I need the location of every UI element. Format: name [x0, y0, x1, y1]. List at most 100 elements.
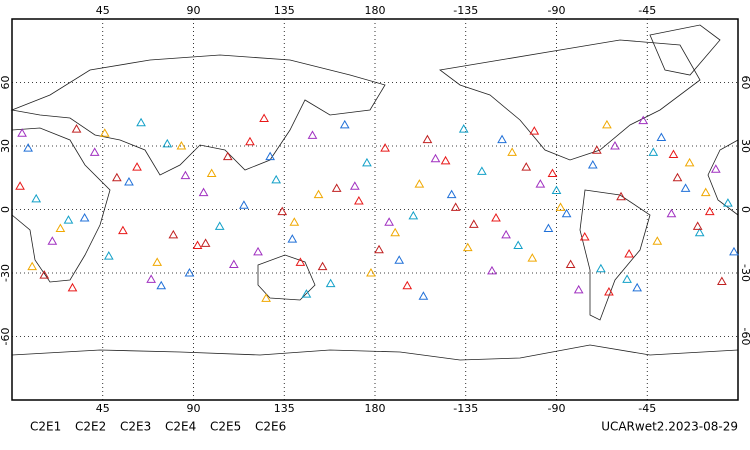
data-point [668, 149, 679, 158]
data-point [362, 157, 372, 167]
data-point [374, 244, 384, 254]
data-point [656, 132, 667, 142]
y-tick-label: 60 [739, 76, 750, 90]
x-tick-label: -45 [638, 4, 656, 17]
data-point [89, 147, 100, 156]
data-point [198, 187, 209, 197]
x-tick-label: 135 [274, 402, 295, 415]
data-point [666, 208, 677, 218]
coastline [11, 127, 111, 283]
x-tick-label: -90 [548, 402, 566, 415]
y-tick-label: -60 [0, 328, 12, 346]
data-point [535, 179, 546, 188]
data-point [573, 284, 584, 294]
data-point [414, 179, 425, 188]
data-point [103, 251, 114, 260]
data-point [55, 223, 66, 233]
y-tick-label: -60 [739, 328, 750, 346]
data-point [259, 113, 269, 122]
data-point [458, 124, 469, 133]
x-tick-label: 45 [96, 4, 110, 17]
data-point [289, 217, 300, 226]
coastline [11, 344, 739, 361]
data-point [192, 240, 203, 249]
data-point [591, 145, 602, 154]
y-tick-label: 0 [739, 206, 750, 213]
data-point [430, 153, 441, 163]
data-point [507, 147, 517, 156]
y-tick-label: 0 [0, 206, 12, 213]
data-point [99, 128, 110, 137]
data-point [547, 168, 558, 178]
data-point [450, 202, 461, 211]
data-point [565, 259, 576, 269]
data-point [222, 151, 233, 161]
y-tick-label: -30 [0, 264, 12, 282]
y-tick-label: -30 [739, 264, 750, 282]
data-point [501, 229, 511, 239]
data-point [31, 193, 42, 203]
data-point [422, 134, 433, 144]
data-point [648, 147, 659, 156]
coastline [649, 24, 721, 76]
data-point [180, 170, 191, 180]
y-tick-label: 30 [0, 139, 12, 153]
data-point [271, 174, 282, 184]
data-point [468, 219, 479, 228]
data-point [79, 212, 90, 222]
data-point [652, 236, 663, 245]
data-point [176, 140, 187, 150]
data-point [200, 238, 211, 247]
data-point [551, 185, 562, 194]
x-tick-label: -135 [453, 4, 478, 17]
data-point [680, 183, 691, 192]
legend-entry: C2E2 [75, 420, 106, 434]
data-point [15, 181, 25, 190]
data-point [477, 166, 487, 175]
data-point [261, 293, 271, 302]
data-point [228, 259, 239, 269]
data-point [112, 172, 122, 182]
chart-title: UCARwet2.2023-08-29 [601, 420, 738, 434]
data-point [561, 208, 572, 218]
data-point [390, 227, 401, 237]
legend-entry: C2E3 [120, 420, 151, 434]
data-point [245, 136, 255, 146]
data-point [162, 138, 173, 148]
data-point [440, 155, 451, 165]
data-point [366, 267, 376, 277]
data-point [184, 267, 195, 277]
data-point [71, 124, 82, 133]
data-point [555, 202, 566, 211]
data-point [313, 189, 324, 199]
data-point [717, 276, 727, 285]
data-point [168, 229, 179, 239]
x-tick-label: 45 [96, 402, 110, 415]
data-point [729, 246, 739, 256]
data-point [394, 255, 405, 264]
data-point [487, 265, 497, 275]
data-point [156, 280, 167, 290]
data-point [710, 164, 721, 173]
data-point [408, 210, 419, 220]
data-point [301, 289, 312, 298]
data-point [672, 172, 683, 182]
data-point [616, 191, 626, 201]
coastline [439, 39, 701, 161]
data-point [380, 143, 390, 152]
data-point [307, 130, 318, 139]
data-point [723, 198, 733, 207]
data-point [23, 143, 33, 152]
data-point [206, 168, 217, 178]
data-point [214, 221, 225, 230]
data-point [418, 291, 429, 300]
data-point [287, 234, 298, 243]
legend-entry: C2E4 [165, 420, 196, 434]
x-tick-label: -90 [548, 4, 566, 17]
data-point [17, 128, 27, 137]
data-point [638, 115, 649, 125]
y-tick-label: 60 [0, 76, 12, 90]
data-point [317, 261, 328, 271]
data-point [462, 242, 473, 252]
